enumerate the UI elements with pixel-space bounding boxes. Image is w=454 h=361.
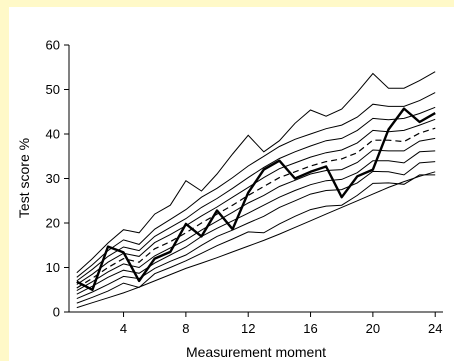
y-tick-label: 60 [46,38,60,53]
percentile-line-5 [76,137,436,292]
percentile-line-1 [76,171,436,309]
percentile-line-9 [76,92,436,278]
x-tick-label: 16 [303,321,317,336]
left-yellow-strip [0,0,9,361]
median-line [76,127,436,289]
x-tick-label: 24 [428,321,442,336]
student-line [76,107,436,291]
x-axis-label: Measurement moment [186,344,326,360]
y-ticks: 0 10 20 30 40 50 60 [46,38,69,320]
y-tick-label: 50 [46,82,60,97]
x-ticks: 4 8 12 16 20 24 [120,312,442,336]
percentile-band-lines [76,71,436,309]
y-tick-label: 30 [46,171,60,186]
top-yellow-strip [0,0,454,7]
y-tick-label: 40 [46,127,60,142]
student-score-line [76,107,436,291]
x-tick-label: 20 [366,321,380,336]
x-tick-label: 8 [182,321,189,336]
median-dashed-line [76,127,436,289]
y-axis-label: Test score % [16,138,32,218]
y-tick-label: 20 [46,216,60,231]
x-tick-label: 12 [241,321,255,336]
percentile-line-8 [76,106,436,282]
percentile-line-2 [76,174,436,304]
y-tick-label: 10 [46,260,60,275]
x-tick-label: 4 [120,321,127,336]
axes [68,45,443,313]
y-tick-label: 0 [53,305,60,320]
percentile-line-10 [76,71,436,274]
